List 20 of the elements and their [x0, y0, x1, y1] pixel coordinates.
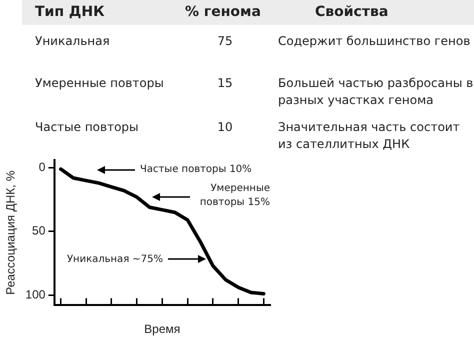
y-tick-label: 0 — [38, 160, 46, 174]
y-tick-label: 100 — [25, 287, 46, 302]
text: % генома — [185, 4, 261, 21]
data-label: 10 — [216, 119, 234, 136]
text: Тип ДНК — [35, 4, 105, 21]
data-label: 75 — [216, 33, 234, 50]
text: Значительная часть состоит из сателлитных ДНК — [278, 119, 461, 153]
text: Свойства — [315, 4, 388, 21]
annotation: Уникальная ~75% — [66, 253, 163, 267]
data-label: 15 — [216, 75, 234, 92]
category-label: Частые повторы — [35, 119, 139, 136]
y-axis-title: Реассоциация ДНК, % — [4, 170, 18, 295]
text: Содержит большинство генов — [278, 33, 472, 50]
annotation: Частые повторы 10% — [140, 163, 253, 177]
x-axis-title: Время — [144, 322, 180, 336]
category-label: Умеренные повторы — [35, 75, 164, 92]
text: Большей частью разбросаны в разных участках генома — [278, 75, 474, 109]
category-label: Уникальная — [35, 33, 110, 50]
y-tick-label: 50 — [32, 224, 46, 238]
annotation: Умеренные повторы 15% — [198, 182, 270, 210]
